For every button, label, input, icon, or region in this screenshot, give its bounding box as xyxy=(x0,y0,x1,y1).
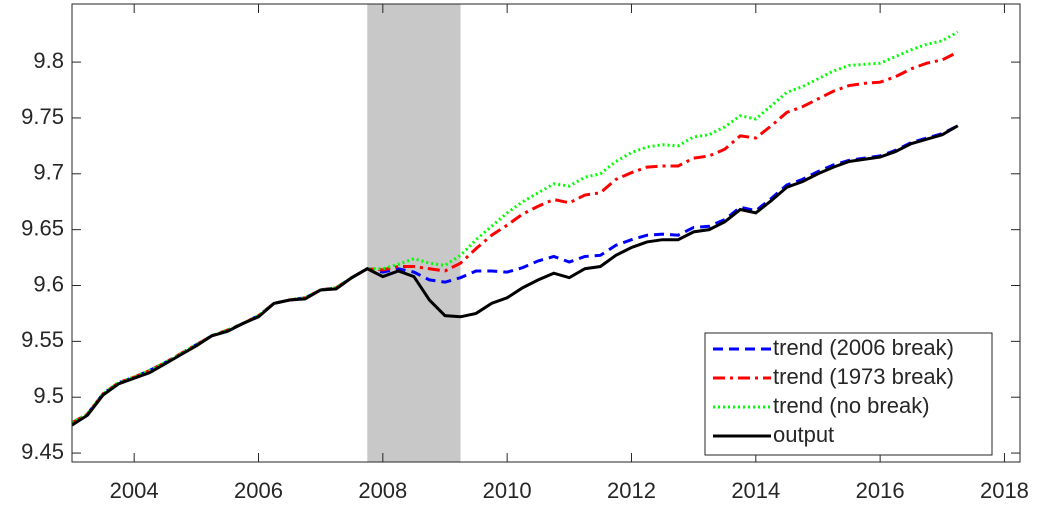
legend-label: trend (1973 break) xyxy=(773,364,954,389)
y-tick-label: 9.75 xyxy=(21,104,64,129)
legend: trend (2006 break) trend (1973 break) tren… xyxy=(704,332,993,456)
x-tick-label: 2018 xyxy=(980,478,1029,503)
x-tick-label: 2016 xyxy=(856,478,905,503)
legend-label: trend (no break) xyxy=(773,393,930,418)
x-tick-label: 2010 xyxy=(483,478,532,503)
y-tick-label: 9.8 xyxy=(33,48,64,73)
y-tick-label: 9.65 xyxy=(21,215,64,240)
shaded-region xyxy=(367,4,461,462)
series-line xyxy=(71,124,959,427)
y-tick-label: 9.55 xyxy=(21,327,64,352)
y-tick-label: 9.5 xyxy=(33,383,64,408)
plot-frame xyxy=(71,3,1021,463)
x-tick-label: 2008 xyxy=(358,478,407,503)
y-tick-label: 9.6 xyxy=(33,271,64,296)
legend-label: output xyxy=(773,422,834,447)
y-tick-label: 9.45 xyxy=(21,439,64,464)
x-tick-label: 2006 xyxy=(234,478,283,503)
x-tick-label: 2004 xyxy=(110,478,159,503)
x-tick-label: 2014 xyxy=(731,478,780,503)
y-tick-label: 9.7 xyxy=(33,160,64,185)
legend-label: trend (2006 break) xyxy=(773,335,954,360)
x-tick-label: 2012 xyxy=(607,478,656,503)
